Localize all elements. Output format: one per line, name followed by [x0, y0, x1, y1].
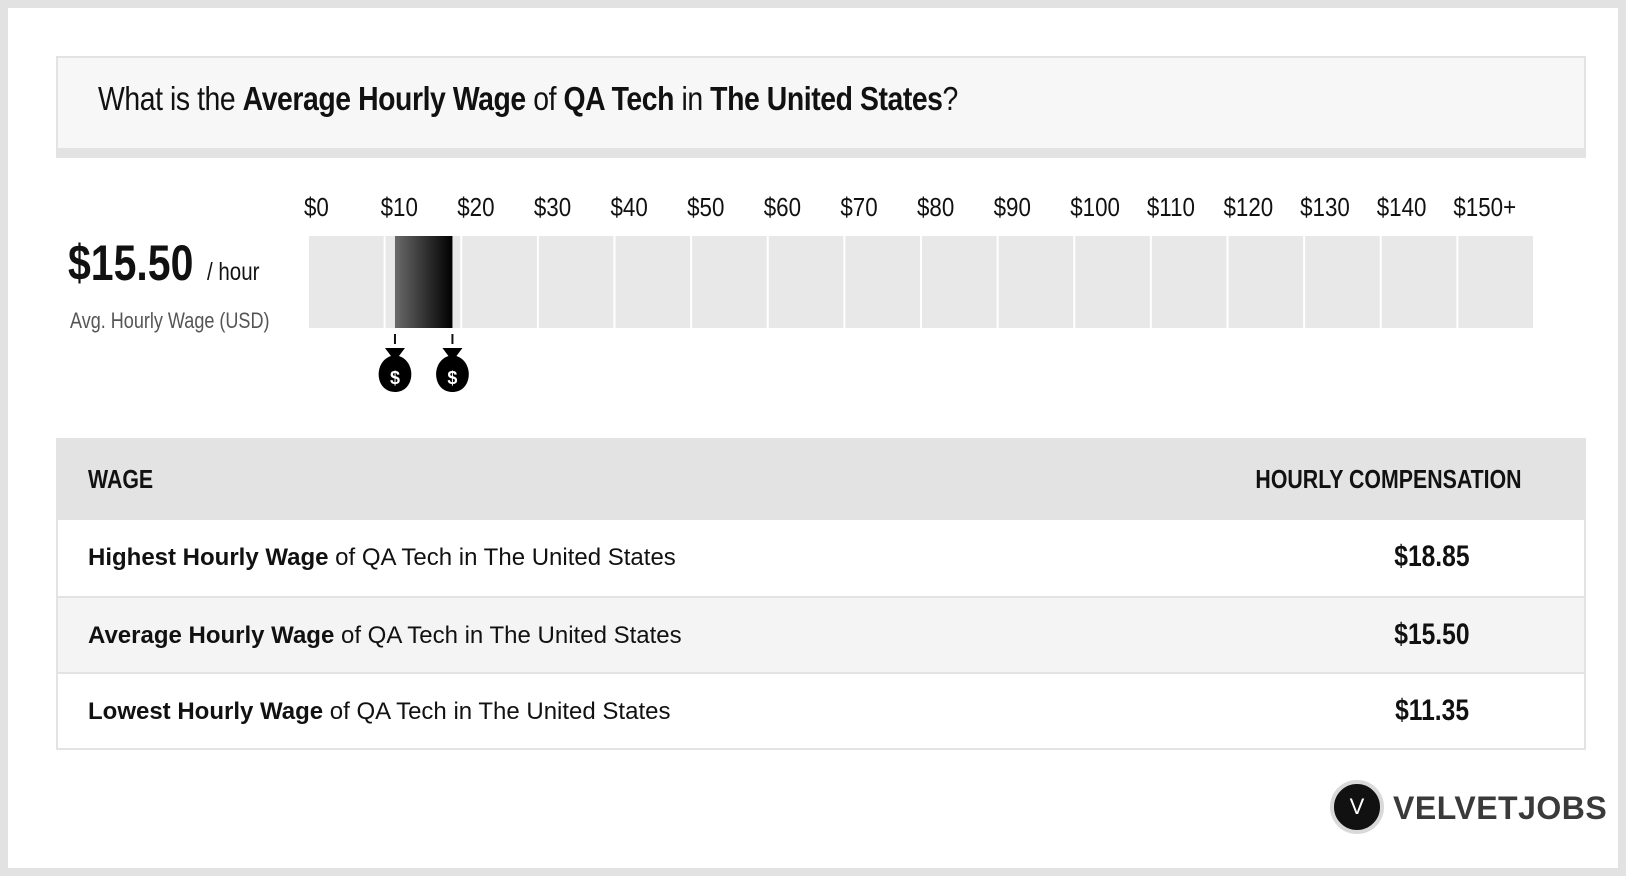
wage-range-chart: $0 $10 $20 $30 $40 $50 $60 $70 $80 $90 $100 $110 $12… — [304, 193, 1533, 392]
table-row-average: Average Hourly Wage of QA Tech in The Un… — [58, 596, 1584, 672]
track-segment — [845, 236, 920, 328]
x-tick-label: $120 — [1224, 193, 1274, 222]
track-segment — [768, 236, 844, 328]
track-segment — [998, 236, 1074, 328]
wage-table: WAGE HOURLY COMPENSATION Highest Hourly … — [56, 438, 1586, 750]
average-wage-label: Avg. Hourly Wage (USD) — [70, 308, 270, 333]
track-segment — [922, 236, 997, 328]
track-segment — [1381, 236, 1457, 328]
x-tick-label: $80 — [917, 193, 954, 222]
logo-mark-letter: V — [1349, 794, 1365, 819]
row-label: Lowest Hourly Wage of QA Tech in The Uni… — [88, 698, 671, 725]
x-tick-label: $60 — [764, 193, 801, 222]
velvetjobs-logo[interactable]: V VELVETJOBS — [1330, 780, 1607, 836]
x-tick-label: $70 — [840, 193, 877, 222]
header-hourly-compensation: HOURLY COMPENSATION — [1255, 464, 1522, 494]
row-value: $15.50 — [1394, 618, 1470, 651]
row-label: Average Hourly Wage of QA Tech in The Un… — [88, 622, 682, 649]
x-tick-label: $150+ — [1453, 193, 1516, 222]
table-header: WAGE HOURLY COMPENSATION — [58, 440, 1584, 520]
track-segment — [462, 236, 537, 328]
page-title: What is the Average Hourly Wage of QA Te… — [98, 80, 958, 117]
track-segment — [1151, 236, 1227, 328]
average-wage-value: $15.50 — [68, 235, 194, 291]
x-tick-label: $50 — [687, 193, 724, 222]
header-wage: WAGE — [88, 464, 154, 494]
track-segment — [1305, 236, 1380, 328]
track-segment — [1075, 236, 1150, 328]
money-bag-icon — [436, 348, 469, 392]
money-bag-label: $ — [447, 368, 457, 388]
row-label: Highest Hourly Wage of QA Tech in The Un… — [88, 544, 676, 571]
x-tick-label: $0 — [304, 193, 329, 222]
money-bag-icon — [378, 348, 412, 392]
money-bag-label: $ — [390, 368, 400, 388]
x-tick-label: $90 — [994, 193, 1031, 222]
x-tick-label: $100 — [1070, 193, 1120, 222]
x-tick-label: $130 — [1300, 193, 1350, 222]
row-value: $11.35 — [1395, 694, 1469, 727]
x-tick-label: $110 — [1147, 193, 1195, 222]
logo-mark: V — [1330, 780, 1384, 834]
title-box: What is the Average Hourly Wage of QA Te… — [56, 56, 1586, 158]
x-tick-label: $10 — [381, 193, 418, 222]
x-tick-label: $140 — [1377, 193, 1427, 222]
x-tick-label: $20 — [457, 193, 494, 222]
wage-range-bar — [394, 236, 453, 328]
row-value: $18.85 — [1394, 540, 1470, 573]
table-row-lowest: Lowest Hourly Wage of QA Tech in The Uni… — [58, 672, 1584, 748]
track-segment — [1228, 236, 1304, 328]
x-tick-label: $40 — [611, 193, 648, 222]
track-segment — [538, 236, 614, 328]
table-row-highest: Highest Hourly Wage of QA Tech in The Un… — [58, 520, 1584, 596]
x-tick-label: $30 — [534, 193, 571, 222]
track-segment — [309, 236, 384, 328]
track-segment — [692, 236, 767, 328]
track-segment — [1458, 236, 1533, 328]
average-wage-unit: / hour — [207, 258, 260, 286]
track-segment — [615, 236, 691, 328]
logo-wordmark: VELVETJOBS — [1393, 790, 1608, 826]
